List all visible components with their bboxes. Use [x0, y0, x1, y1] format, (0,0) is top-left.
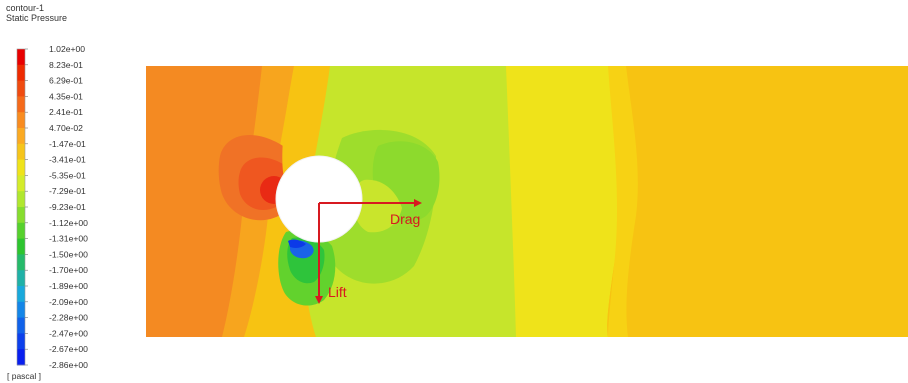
- legend-swatch: [17, 175, 25, 192]
- legend-label: -9.23e-01: [49, 202, 86, 212]
- legend-swatch: [17, 80, 25, 97]
- figure-title: contour-1 Static Pressure: [6, 3, 67, 23]
- legend-label: -5.35e-01: [49, 170, 86, 180]
- legend-label: -7.29e-01: [49, 186, 86, 196]
- legend-label: -2.86e+00: [49, 360, 88, 370]
- legend-label: -2.47e+00: [49, 328, 88, 338]
- contour-region-downstream-3: [608, 66, 638, 337]
- contour-region-upstream-high: [146, 66, 262, 337]
- legend-label: -3.41e-01: [49, 155, 86, 165]
- legend-swatch: [17, 270, 25, 287]
- legend-swatch: [17, 286, 25, 303]
- pressure-contour-plot: Drag Lift: [146, 66, 908, 337]
- legend-swatch: [17, 191, 25, 208]
- legend-label: -1.12e+00: [49, 218, 88, 228]
- lift-label: Lift: [328, 284, 347, 300]
- legend-swatch: [17, 128, 25, 145]
- legend-swatch: [17, 222, 25, 239]
- legend-label: 2.41e-01: [49, 107, 83, 117]
- variable-name: Static Pressure: [6, 13, 68, 23]
- legend-label: -1.89e+00: [49, 281, 88, 291]
- legend-label: -1.70e+00: [49, 265, 88, 275]
- contour-region-downstream-2: [607, 66, 908, 337]
- legend-label: -2.67e+00: [49, 344, 88, 354]
- legend-label: -2.09e+00: [49, 297, 88, 307]
- contour-region-min-2: [288, 239, 306, 248]
- legend-swatch: [17, 254, 25, 271]
- legend-swatch: [17, 238, 25, 255]
- legend-label: 4.70e-02: [49, 123, 83, 133]
- units-label: [ pascal ]: [7, 371, 42, 381]
- legend-swatch: [17, 333, 25, 350]
- legend-swatch: [17, 64, 25, 81]
- legend-label: 6.29e-01: [49, 76, 83, 86]
- legend-swatch: [17, 96, 25, 113]
- legend-swatch: [17, 349, 25, 366]
- legend-label: -1.47e-01: [49, 139, 86, 149]
- legend-label: -1.31e+00: [49, 234, 88, 244]
- legend-swatch: [17, 143, 25, 160]
- legend-swatch: [17, 159, 25, 176]
- legend-swatch: [17, 49, 25, 66]
- color-legend: 1.02e+00 8.23e-01 6.29e-01 4.35e-01 2.41e-01…: [16, 44, 88, 370]
- legend-swatch: [17, 317, 25, 334]
- legend-label: 1.02e+00: [49, 44, 85, 54]
- legend-label: -2.28e+00: [49, 313, 88, 323]
- contour-region-wake-lobe: [352, 179, 402, 233]
- legend-label: 8.23e-01: [49, 60, 83, 70]
- legend-label: -1.50e+00: [49, 249, 88, 259]
- legend-swatch: [17, 207, 25, 224]
- contour-region-shoulder: [282, 66, 330, 186]
- legend-swatch: [17, 301, 25, 318]
- contour-name: contour-1: [6, 3, 45, 13]
- contour-region-downstream-1: [506, 66, 621, 337]
- drag-label: Drag: [390, 211, 420, 227]
- legend-label: 4.35e-01: [49, 91, 83, 101]
- legend-swatch: [17, 112, 25, 129]
